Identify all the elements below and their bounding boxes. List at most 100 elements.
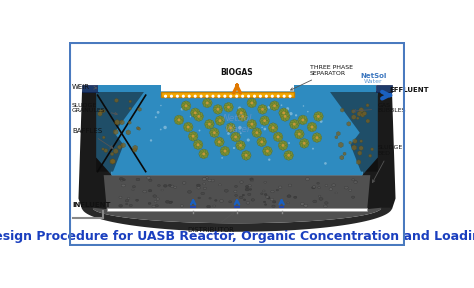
Circle shape xyxy=(194,95,196,97)
Circle shape xyxy=(284,153,288,158)
Circle shape xyxy=(247,122,251,126)
Ellipse shape xyxy=(129,204,132,206)
Circle shape xyxy=(200,114,204,118)
Circle shape xyxy=(270,104,274,108)
Ellipse shape xyxy=(344,186,348,189)
Circle shape xyxy=(176,95,178,97)
Circle shape xyxy=(263,140,267,144)
Ellipse shape xyxy=(156,198,159,200)
Ellipse shape xyxy=(203,183,206,185)
Circle shape xyxy=(216,121,220,125)
Ellipse shape xyxy=(174,186,177,188)
Circle shape xyxy=(212,133,217,138)
Circle shape xyxy=(186,102,190,106)
Circle shape xyxy=(303,105,304,107)
Circle shape xyxy=(202,101,207,105)
Circle shape xyxy=(182,95,184,97)
Circle shape xyxy=(237,109,241,113)
Circle shape xyxy=(210,120,213,124)
Circle shape xyxy=(218,122,222,126)
Circle shape xyxy=(188,95,190,97)
Circle shape xyxy=(316,111,320,116)
Circle shape xyxy=(219,142,223,146)
Circle shape xyxy=(295,130,300,134)
Circle shape xyxy=(299,120,303,124)
Ellipse shape xyxy=(265,196,269,198)
Circle shape xyxy=(227,108,230,112)
Circle shape xyxy=(193,143,197,147)
Circle shape xyxy=(245,154,247,157)
Ellipse shape xyxy=(300,202,304,205)
Circle shape xyxy=(300,141,303,145)
Circle shape xyxy=(250,104,254,108)
Circle shape xyxy=(210,129,214,133)
Circle shape xyxy=(187,104,191,108)
Circle shape xyxy=(196,140,200,144)
Ellipse shape xyxy=(121,180,123,181)
Circle shape xyxy=(191,113,195,117)
Circle shape xyxy=(239,108,243,112)
Circle shape xyxy=(263,105,266,109)
Circle shape xyxy=(274,102,279,106)
Circle shape xyxy=(214,140,219,144)
Circle shape xyxy=(312,136,316,140)
Circle shape xyxy=(319,112,322,116)
Circle shape xyxy=(220,121,224,125)
Circle shape xyxy=(184,127,188,131)
Circle shape xyxy=(280,109,284,113)
Circle shape xyxy=(314,112,319,116)
Circle shape xyxy=(207,103,211,107)
Circle shape xyxy=(223,152,227,156)
Circle shape xyxy=(182,106,186,110)
Circle shape xyxy=(231,126,236,130)
Circle shape xyxy=(319,120,323,123)
Circle shape xyxy=(199,112,203,116)
Circle shape xyxy=(273,135,277,139)
Circle shape xyxy=(215,130,219,135)
Circle shape xyxy=(223,146,227,150)
Circle shape xyxy=(255,128,259,132)
Circle shape xyxy=(200,95,202,97)
Circle shape xyxy=(310,128,314,132)
Ellipse shape xyxy=(264,201,266,203)
Circle shape xyxy=(250,101,253,104)
Circle shape xyxy=(194,145,198,149)
Circle shape xyxy=(278,143,282,147)
Circle shape xyxy=(231,135,235,139)
Circle shape xyxy=(277,135,280,138)
Circle shape xyxy=(265,119,270,123)
Circle shape xyxy=(273,104,276,107)
Circle shape xyxy=(298,118,302,122)
Circle shape xyxy=(194,134,198,138)
Circle shape xyxy=(274,133,278,137)
Circle shape xyxy=(234,132,237,136)
Circle shape xyxy=(248,95,249,97)
Ellipse shape xyxy=(121,184,125,187)
Circle shape xyxy=(281,141,285,145)
Text: SLUDGE
GRANULES: SLUDGE GRANULES xyxy=(72,103,117,115)
Circle shape xyxy=(247,101,251,105)
Circle shape xyxy=(250,98,254,102)
Circle shape xyxy=(264,128,266,130)
Circle shape xyxy=(217,143,221,147)
Ellipse shape xyxy=(128,198,130,199)
Circle shape xyxy=(190,116,191,117)
Circle shape xyxy=(226,126,230,130)
Polygon shape xyxy=(112,92,362,175)
Ellipse shape xyxy=(228,201,232,203)
Bar xyxy=(376,85,392,92)
Circle shape xyxy=(233,147,235,149)
Circle shape xyxy=(260,141,263,143)
Ellipse shape xyxy=(148,190,152,192)
Circle shape xyxy=(234,138,237,142)
Circle shape xyxy=(238,146,243,150)
Circle shape xyxy=(303,116,306,119)
Circle shape xyxy=(279,141,283,145)
Circle shape xyxy=(261,121,264,125)
Circle shape xyxy=(274,137,278,141)
Circle shape xyxy=(191,109,195,113)
Circle shape xyxy=(263,107,267,111)
Circle shape xyxy=(282,114,286,118)
Ellipse shape xyxy=(196,184,201,187)
Circle shape xyxy=(201,117,203,118)
